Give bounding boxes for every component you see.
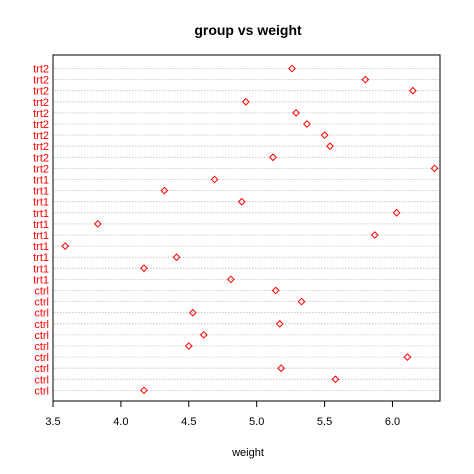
data-point: [303, 120, 311, 128]
category-label: ctrl: [34, 319, 49, 331]
data-point: [184, 342, 193, 350]
category-label: trt1: [33, 274, 49, 286]
category-label: trt1: [33, 197, 49, 209]
category-label: ctrl: [34, 286, 49, 298]
data-point: [188, 308, 197, 317]
data-point: [430, 164, 439, 173]
data-point: [331, 375, 340, 384]
data-point: [370, 231, 379, 239]
data-point: [326, 142, 334, 151]
category-label: trt1: [33, 219, 49, 231]
data-point: [271, 286, 280, 295]
data-points: [61, 64, 439, 395]
data-point: [320, 131, 329, 140]
category-label: trt1: [33, 230, 49, 242]
data-point: [140, 264, 148, 273]
data-point: [93, 219, 102, 228]
category-label: trt1: [33, 241, 49, 253]
category-label: ctrl: [34, 352, 49, 364]
data-point: [275, 319, 284, 328]
x-tick-label: 5.0: [249, 416, 264, 428]
data-point: [297, 297, 306, 306]
chart-title: group vs weight: [194, 22, 302, 38]
data-point: [140, 386, 148, 395]
data-point: [160, 186, 169, 195]
data-point: [241, 97, 250, 106]
category-label: ctrl: [34, 341, 49, 353]
data-point: [403, 353, 412, 362]
category-label: trt2: [33, 119, 49, 131]
category-label: trt1: [33, 186, 49, 198]
data-point: [269, 153, 277, 162]
category-label: trt1: [33, 208, 49, 220]
x-tick-label: 6.0: [385, 416, 400, 428]
x-axis-label: weight: [231, 447, 264, 459]
category-label: trt2: [33, 64, 49, 76]
category-label: trt1: [33, 252, 49, 264]
category-label: trt1: [33, 175, 49, 187]
data-point: [210, 175, 219, 184]
data-point: [277, 364, 286, 373]
x-tick-label: 4.0: [113, 416, 128, 428]
category-label: trt1: [33, 263, 49, 275]
category-label: ctrl: [34, 374, 49, 386]
data-point: [288, 64, 296, 73]
category-label: trt2: [33, 97, 49, 109]
data-point: [392, 208, 401, 217]
x-tick-label: 3.5: [45, 416, 60, 428]
category-label: trt2: [33, 141, 49, 153]
data-point: [408, 86, 417, 95]
category-label: ctrl: [34, 385, 49, 397]
category-label: ctrl: [34, 297, 49, 309]
category-label: ctrl: [34, 330, 49, 342]
category-label: ctrl: [34, 363, 49, 375]
category-label: trt2: [33, 163, 49, 175]
data-point: [172, 253, 181, 262]
category-label: trt2: [33, 108, 49, 120]
row-guides: [54, 68, 439, 391]
data-point: [361, 75, 370, 84]
data-point: [199, 330, 208, 339]
category-label: trt2: [33, 75, 49, 87]
x-tick-label: 5.5: [317, 416, 332, 428]
x-tick-label: 4.5: [181, 416, 196, 428]
category-label: trt2: [33, 86, 49, 98]
data-point: [61, 242, 70, 251]
category-label: trt2: [33, 130, 49, 142]
category-label: trt2: [33, 152, 49, 164]
category-label: ctrl: [34, 308, 49, 320]
data-point: [237, 197, 246, 206]
data-point: [226, 275, 235, 284]
plot-frame: [52, 54, 441, 402]
data-point: [292, 108, 300, 117]
x-axis: 3.5 4.0 4.5 5.0 5.5 6.0: [45, 401, 400, 428]
category-labels: trt2trt2trt2trt2trt2trt2trt2trt2trt2trt2…: [33, 64, 49, 398]
